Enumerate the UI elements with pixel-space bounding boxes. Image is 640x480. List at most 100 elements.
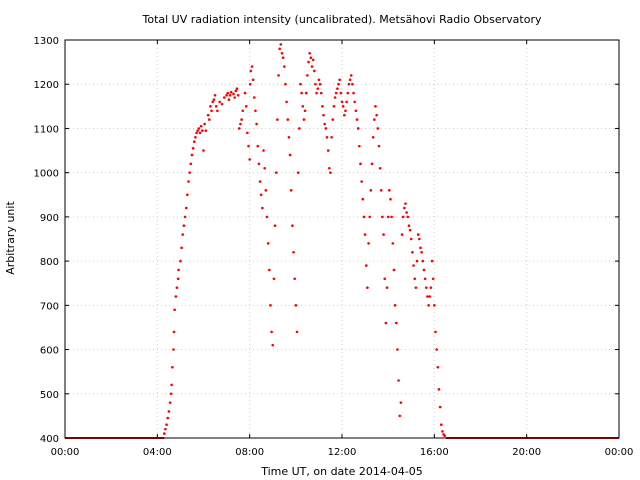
data-point (172, 330, 176, 334)
data-point (294, 304, 298, 307)
data-point (201, 129, 204, 132)
data-point (439, 423, 443, 427)
data-point (228, 93, 232, 97)
y-tick-label: 1100 (34, 124, 59, 135)
data-point (383, 277, 387, 281)
data-point (369, 189, 373, 192)
data-point (325, 135, 329, 139)
plot-frame (64, 39, 620, 439)
data-point (436, 365, 440, 369)
data-point (334, 91, 338, 95)
x-tick-label: 20:00 (512, 447, 541, 458)
data-point (276, 118, 279, 121)
data-point (322, 113, 325, 117)
y-tick-label: 1300 (34, 36, 59, 47)
data-point (258, 180, 262, 183)
data-point (286, 118, 290, 121)
data-point (361, 197, 365, 201)
data-point (392, 268, 396, 272)
data-point (360, 180, 363, 183)
data-point (175, 286, 179, 289)
data-point (304, 91, 308, 95)
data-point (191, 147, 195, 150)
data-point (338, 78, 341, 82)
data-point (331, 118, 335, 121)
data-point (368, 215, 372, 219)
data-point (341, 105, 345, 108)
data-point (328, 166, 331, 170)
data-point (384, 321, 388, 325)
data-point (326, 149, 330, 152)
data-point (404, 202, 407, 205)
x-tick-label: 00:00 (605, 447, 634, 458)
data-point (246, 131, 249, 135)
data-point (259, 193, 263, 197)
data-point (353, 100, 356, 104)
data-point (345, 100, 348, 104)
data-point (207, 118, 211, 121)
data-point (262, 149, 265, 152)
data-point (443, 434, 447, 438)
data-point (181, 233, 185, 236)
data-point (280, 51, 284, 55)
data-point (390, 215, 393, 219)
data-point (226, 91, 230, 95)
data-point (319, 91, 323, 95)
data-point (308, 51, 311, 55)
data-point (355, 118, 359, 121)
data-point (196, 129, 200, 132)
data-point (307, 60, 310, 64)
data-point (254, 109, 257, 113)
data-point (199, 124, 203, 128)
data-point (347, 82, 351, 86)
data-point (435, 348, 438, 351)
data-point (273, 224, 277, 228)
data-point (302, 118, 306, 121)
data-point (249, 69, 253, 73)
data-point (340, 100, 344, 104)
x-tick-label: 00:00 (51, 447, 80, 458)
data-point (441, 430, 444, 433)
data-point (389, 197, 392, 201)
data-point (172, 348, 175, 351)
data-point (288, 153, 292, 157)
data-point (434, 330, 437, 334)
data-point (397, 379, 400, 382)
data-point (354, 109, 358, 113)
x-tick-label: 16:00 (420, 447, 449, 458)
data-point (396, 348, 399, 351)
data-point (278, 47, 281, 51)
chart-title: Total UV radiation intensity (uncalibrat… (142, 13, 542, 26)
data-point (358, 144, 361, 148)
data-point (202, 149, 205, 152)
data-point (251, 78, 255, 82)
data-point (194, 135, 197, 139)
data-point (408, 228, 412, 232)
data-point (333, 96, 337, 99)
y-tick-label: 900 (40, 213, 59, 224)
data-point (296, 171, 300, 174)
data-point (263, 166, 266, 170)
data-point (321, 105, 324, 108)
data-point (274, 171, 278, 174)
data-point (203, 122, 206, 126)
data-point (311, 58, 315, 62)
data-point (414, 286, 418, 289)
y-tick-label: 700 (40, 301, 59, 312)
data-point (317, 78, 321, 82)
data-point (370, 162, 374, 166)
data-point (303, 109, 307, 113)
data-point (427, 304, 430, 307)
data-point (422, 268, 426, 272)
data-point (255, 122, 258, 126)
data-point (177, 268, 180, 272)
data-point (271, 343, 275, 347)
data-point (405, 211, 408, 214)
data-point (216, 109, 219, 113)
y-tick-label: 500 (40, 390, 59, 401)
data-point (379, 189, 383, 192)
data-point (356, 127, 360, 130)
data-point (218, 100, 221, 104)
data-point (166, 416, 170, 420)
data-point (229, 90, 233, 94)
